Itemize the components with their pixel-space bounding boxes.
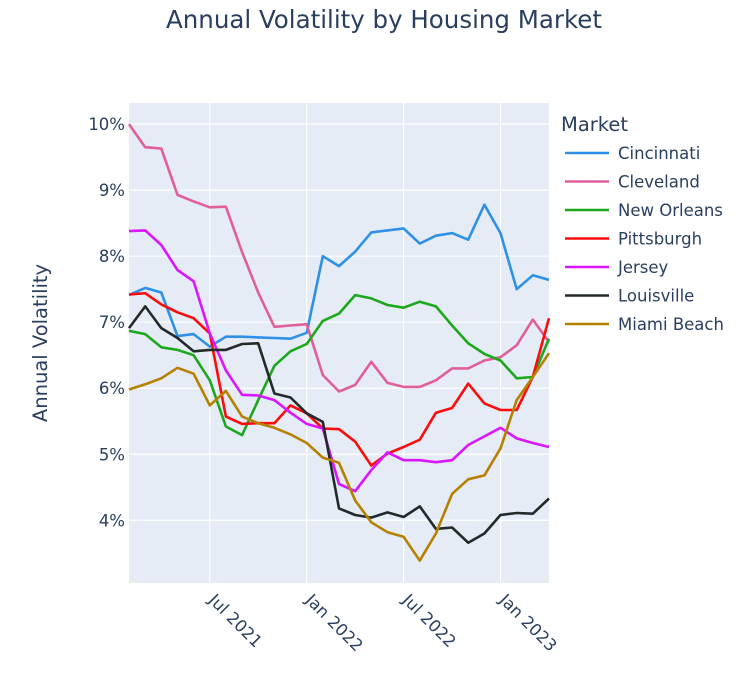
legend-item-louisville[interactable]: Louisville xyxy=(565,287,694,306)
legend-label: Louisville xyxy=(618,287,694,306)
series-line-cincinnati xyxy=(128,203,550,348)
y-tick-label: 10% xyxy=(88,115,125,134)
legend-item-pittsburgh[interactable]: Pittsburgh xyxy=(565,230,702,249)
legend-label: New Orleans xyxy=(618,201,723,220)
series-line-new-orleans xyxy=(128,293,551,437)
series-line-louisville xyxy=(127,305,550,545)
legend: Market Cincinnati Cleveland New Orleans Pit… xyxy=(561,113,724,334)
series-line-jersey xyxy=(128,229,550,493)
chart-title: Annual Volatility by Housing Market xyxy=(166,5,602,34)
y-axis-title: Annual Volatility xyxy=(29,264,52,422)
y-tick-label: 9% xyxy=(99,181,125,200)
x-tick-label: Jan 2023 xyxy=(495,590,561,656)
legend-item-jersey[interactable]: Jersey xyxy=(565,258,669,277)
legend-label: Pittsburgh xyxy=(618,230,702,249)
legend-label: Cincinnati xyxy=(618,144,700,163)
legend-item-new-orleans[interactable]: New Orleans xyxy=(565,201,723,220)
x-tick-label: Jan 2022 xyxy=(301,590,367,656)
y-tick-label: 5% xyxy=(99,445,125,464)
y-tick-label: 7% xyxy=(99,313,125,332)
x-tick-label: Jul 2021 xyxy=(204,590,266,652)
x-axis-ticks: Jul 2021 Jan 2022 Jul 2022 Jan 2023 xyxy=(204,590,560,656)
y-tick-label: 6% xyxy=(99,379,125,398)
legend-title: Market xyxy=(561,113,628,136)
series-line-miami-beach xyxy=(128,352,551,562)
y-tick-label: 8% xyxy=(99,247,125,266)
legend-item-cleveland[interactable]: Cleveland xyxy=(565,173,700,192)
series-line-pittsburgh xyxy=(128,291,551,467)
legend-label: Cleveland xyxy=(618,173,700,192)
x-tick-label: Jul 2022 xyxy=(398,590,460,652)
legend-item-miami-beach[interactable]: Miami Beach xyxy=(565,315,724,334)
y-axis-ticks: 4% 5% 6% 7% 8% 9% 10% xyxy=(88,115,125,530)
legend-label: Jersey xyxy=(617,258,669,277)
legend-item-cincinnati[interactable]: Cincinnati xyxy=(565,144,700,163)
series-lines xyxy=(127,123,551,562)
y-tick-label: 4% xyxy=(99,511,125,530)
legend-label: Miami Beach xyxy=(618,315,724,334)
plot-area xyxy=(129,103,549,583)
series-line-cleveland xyxy=(127,123,551,393)
